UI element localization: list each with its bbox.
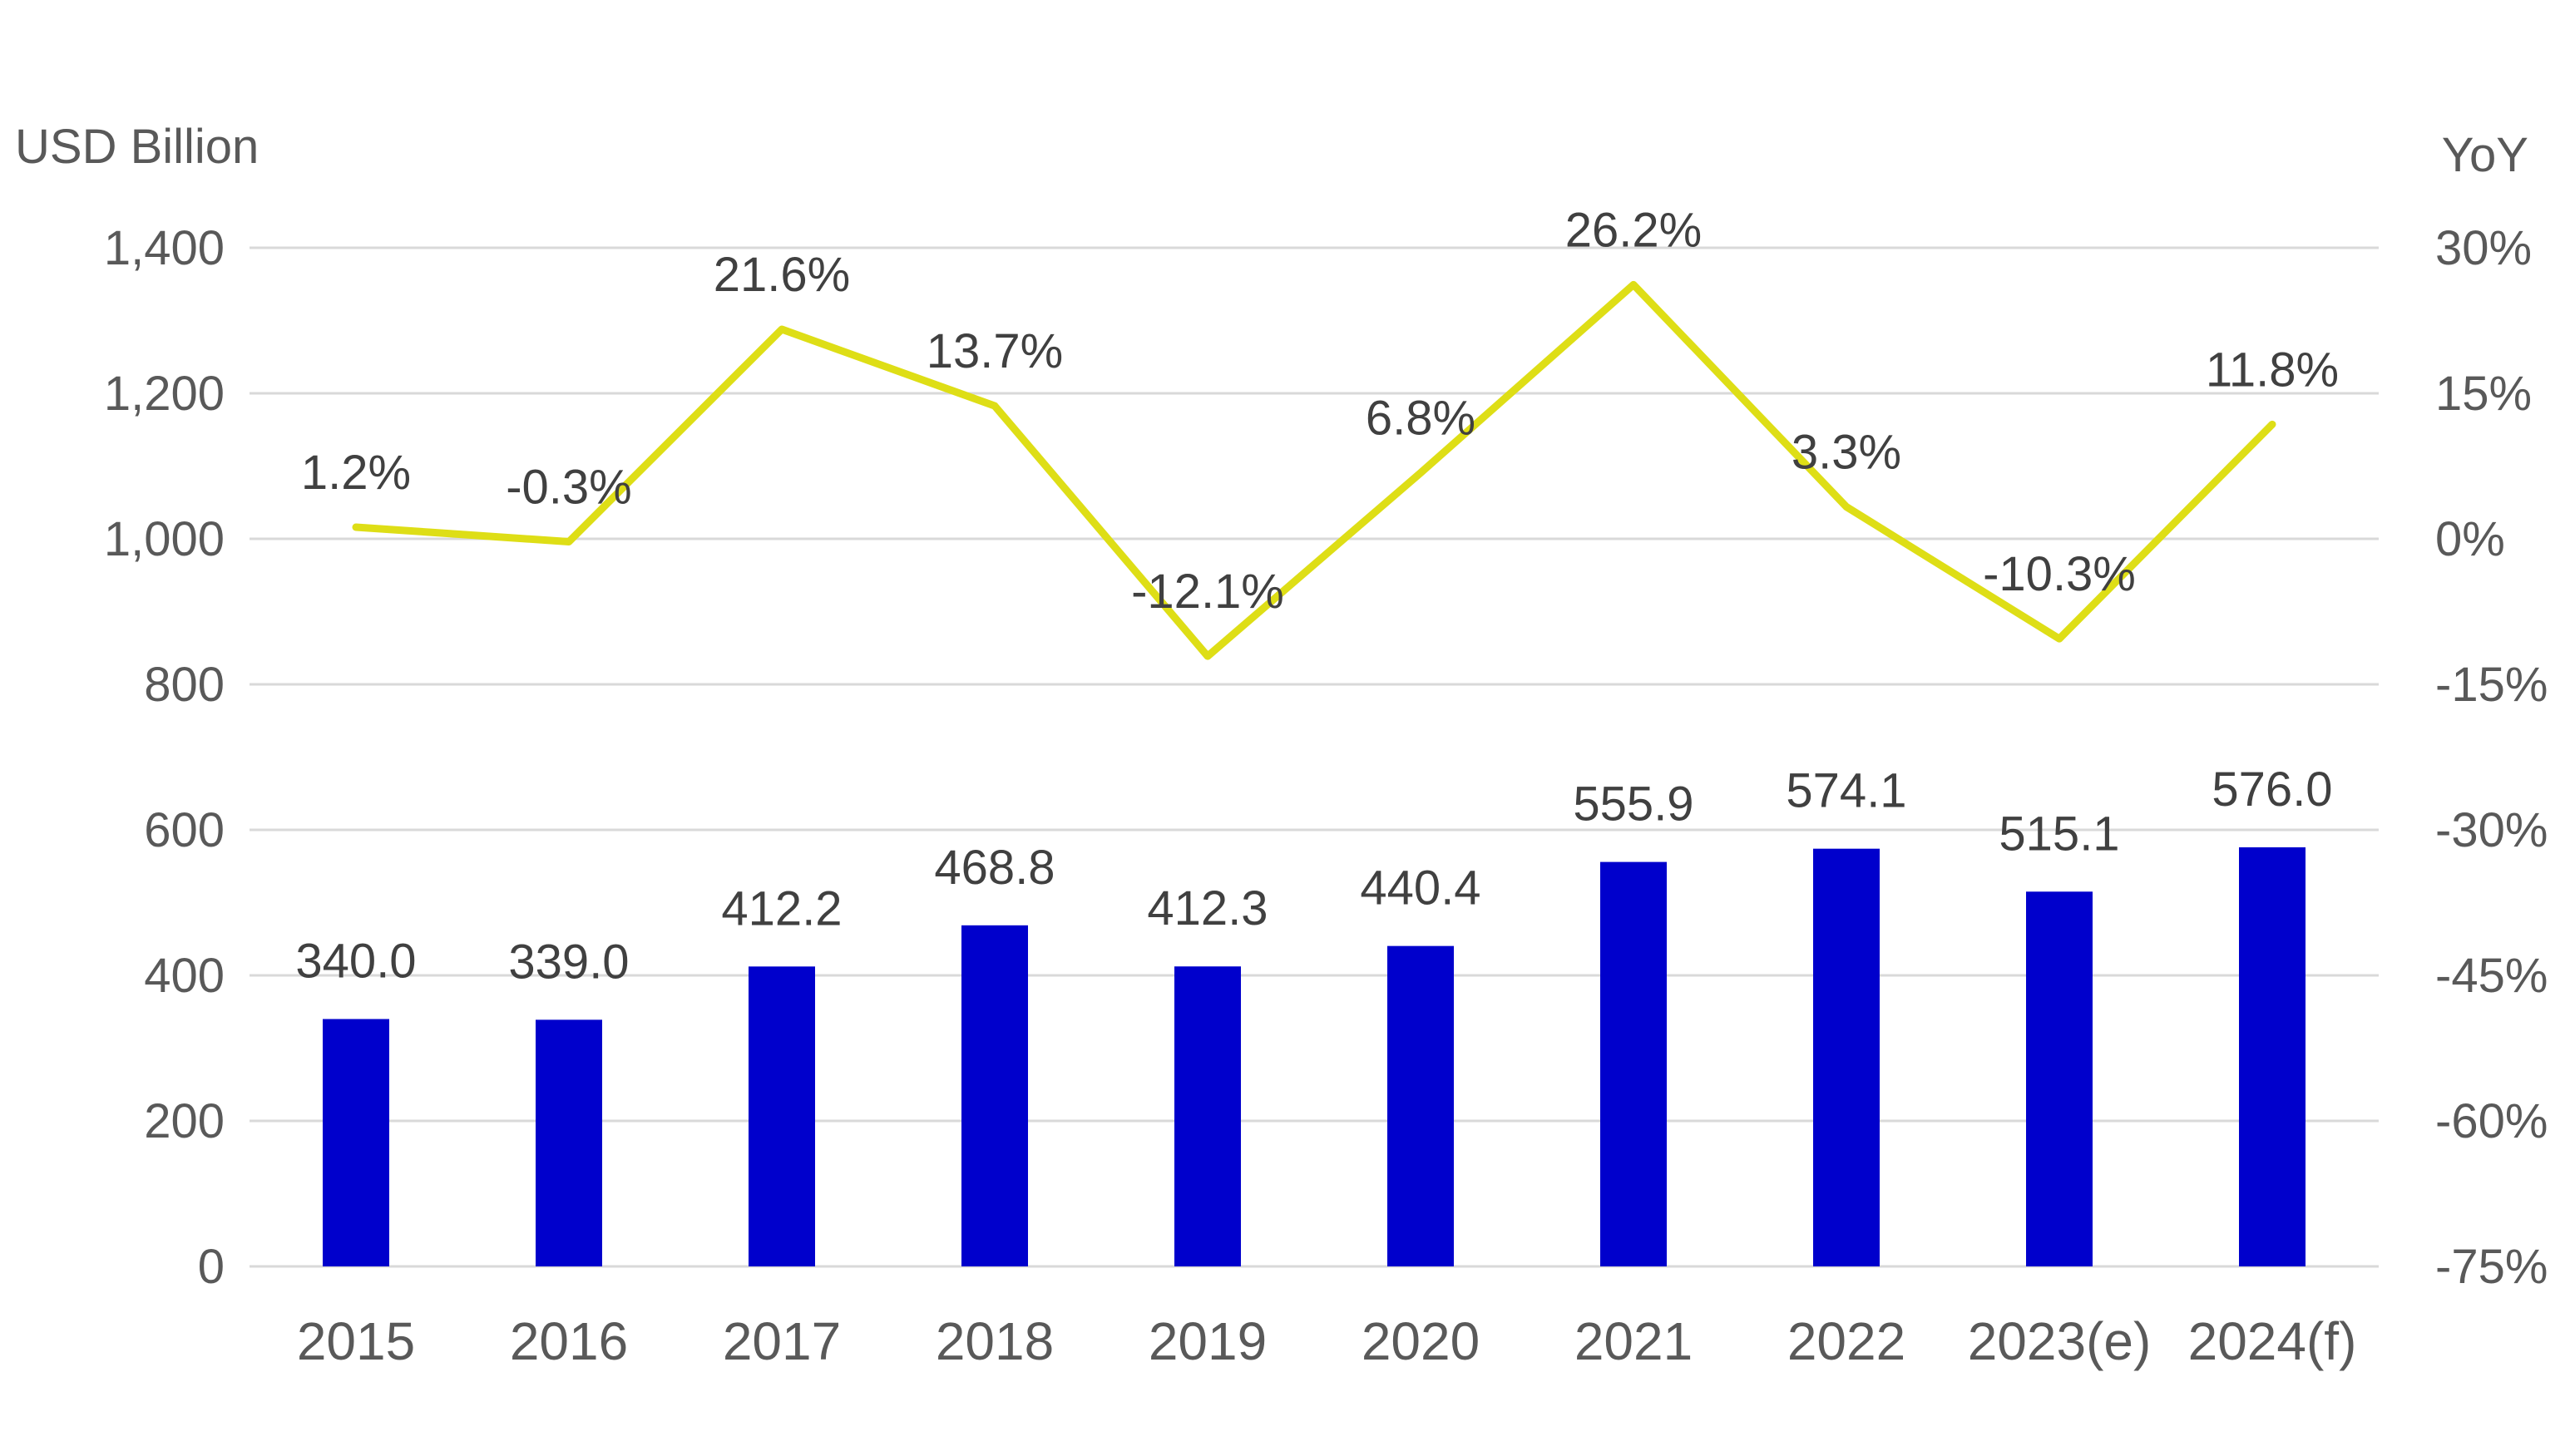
- x-tick-label: 2017: [723, 1311, 841, 1371]
- bar: [536, 1019, 602, 1266]
- bar: [961, 925, 1028, 1266]
- yoy-value-label: -10.3%: [1983, 547, 2136, 601]
- bar: [1387, 945, 1454, 1266]
- x-tick-label: 2016: [510, 1311, 628, 1371]
- right-tick-label: -60%: [2435, 1094, 2548, 1148]
- yoy-value-label: 3.3%: [1792, 426, 1901, 480]
- x-tick-label: 2020: [1362, 1311, 1480, 1371]
- right-tick-label: -45%: [2435, 949, 2548, 1003]
- yoy-value-label: -12.1%: [1131, 565, 1284, 619]
- bar-value-label: 574.1: [1786, 764, 1906, 818]
- bar: [2026, 891, 2093, 1266]
- left-tick-label: 1,200: [104, 367, 225, 421]
- left-tick-label: 0: [198, 1240, 225, 1294]
- bar-value-label: 412.3: [1147, 881, 1268, 935]
- yoy-value-label: 26.2%: [1565, 203, 1702, 257]
- x-tick-label: 2024(f): [2188, 1311, 2357, 1371]
- bar-value-label: 440.4: [1360, 861, 1480, 916]
- bar: [2239, 847, 2306, 1266]
- right-tick-label: 30%: [2435, 221, 2532, 275]
- x-tick-label: 2015: [297, 1311, 415, 1371]
- left-tick-label: 1,000: [104, 512, 225, 566]
- left-tick-label: 600: [144, 803, 225, 857]
- bar: [1600, 861, 1667, 1266]
- gridlines: [250, 246, 2379, 1268]
- bar-value-label: 555.9: [1573, 777, 1693, 832]
- x-tick-label: 2018: [936, 1311, 1054, 1371]
- right-tick-label: 15%: [2435, 367, 2532, 421]
- left-axis-title: USD Billion: [15, 120, 259, 174]
- yoy-value-label: 1.2%: [301, 446, 411, 500]
- bar: [323, 1019, 389, 1266]
- bar-value-label: 515.1: [1999, 807, 2119, 861]
- right-tick-label: -30%: [2435, 803, 2548, 857]
- x-tick-label: 2022: [1787, 1311, 1905, 1371]
- axes: USD Billion YoY 0 -75% 200 -60% 400 -45% 600 -3…: [15, 120, 2548, 1371]
- bar-value-label: 576.0: [2212, 763, 2332, 817]
- right-axis-title: YoY: [2442, 128, 2528, 182]
- data-labels: 340.0 339.0 412.2 468.8 412.3 440.4 555.9 574.1…: [295, 203, 2339, 989]
- bar: [1813, 848, 1880, 1266]
- right-tick-label: 0%: [2435, 512, 2505, 566]
- yoy-value-label: 11.8%: [2206, 343, 2339, 397]
- bar-value-label: 340.0: [295, 935, 416, 989]
- bar-value-label: 339.0: [508, 935, 629, 989]
- yoy-value-label: -0.3%: [506, 461, 632, 515]
- yoy-line-series: [352, 280, 2276, 660]
- bar-value-label: 412.2: [721, 881, 842, 935]
- left-tick-label: 800: [144, 658, 225, 712]
- yoy-value-label: 6.8%: [1366, 392, 1475, 446]
- yoy-value-label: 21.6%: [714, 248, 850, 302]
- right-tick-label: -15%: [2435, 658, 2548, 712]
- bar-value-label: 468.8: [934, 841, 1055, 895]
- yoy-line: [352, 280, 2276, 660]
- x-tick-label: 2021: [1574, 1311, 1693, 1371]
- bar: [749, 966, 815, 1266]
- left-tick-label: 200: [144, 1094, 225, 1148]
- x-tick-label: 2019: [1149, 1311, 1267, 1371]
- left-tick-label: 400: [144, 949, 225, 1003]
- left-tick-label: 1,400: [104, 221, 225, 275]
- yoy-value-label: 13.7%: [927, 324, 1063, 378]
- x-tick-label: 2023(e): [1968, 1311, 2152, 1371]
- bar-series: [323, 847, 2306, 1266]
- bar: [1174, 966, 1241, 1266]
- right-tick-label: -75%: [2435, 1240, 2548, 1294]
